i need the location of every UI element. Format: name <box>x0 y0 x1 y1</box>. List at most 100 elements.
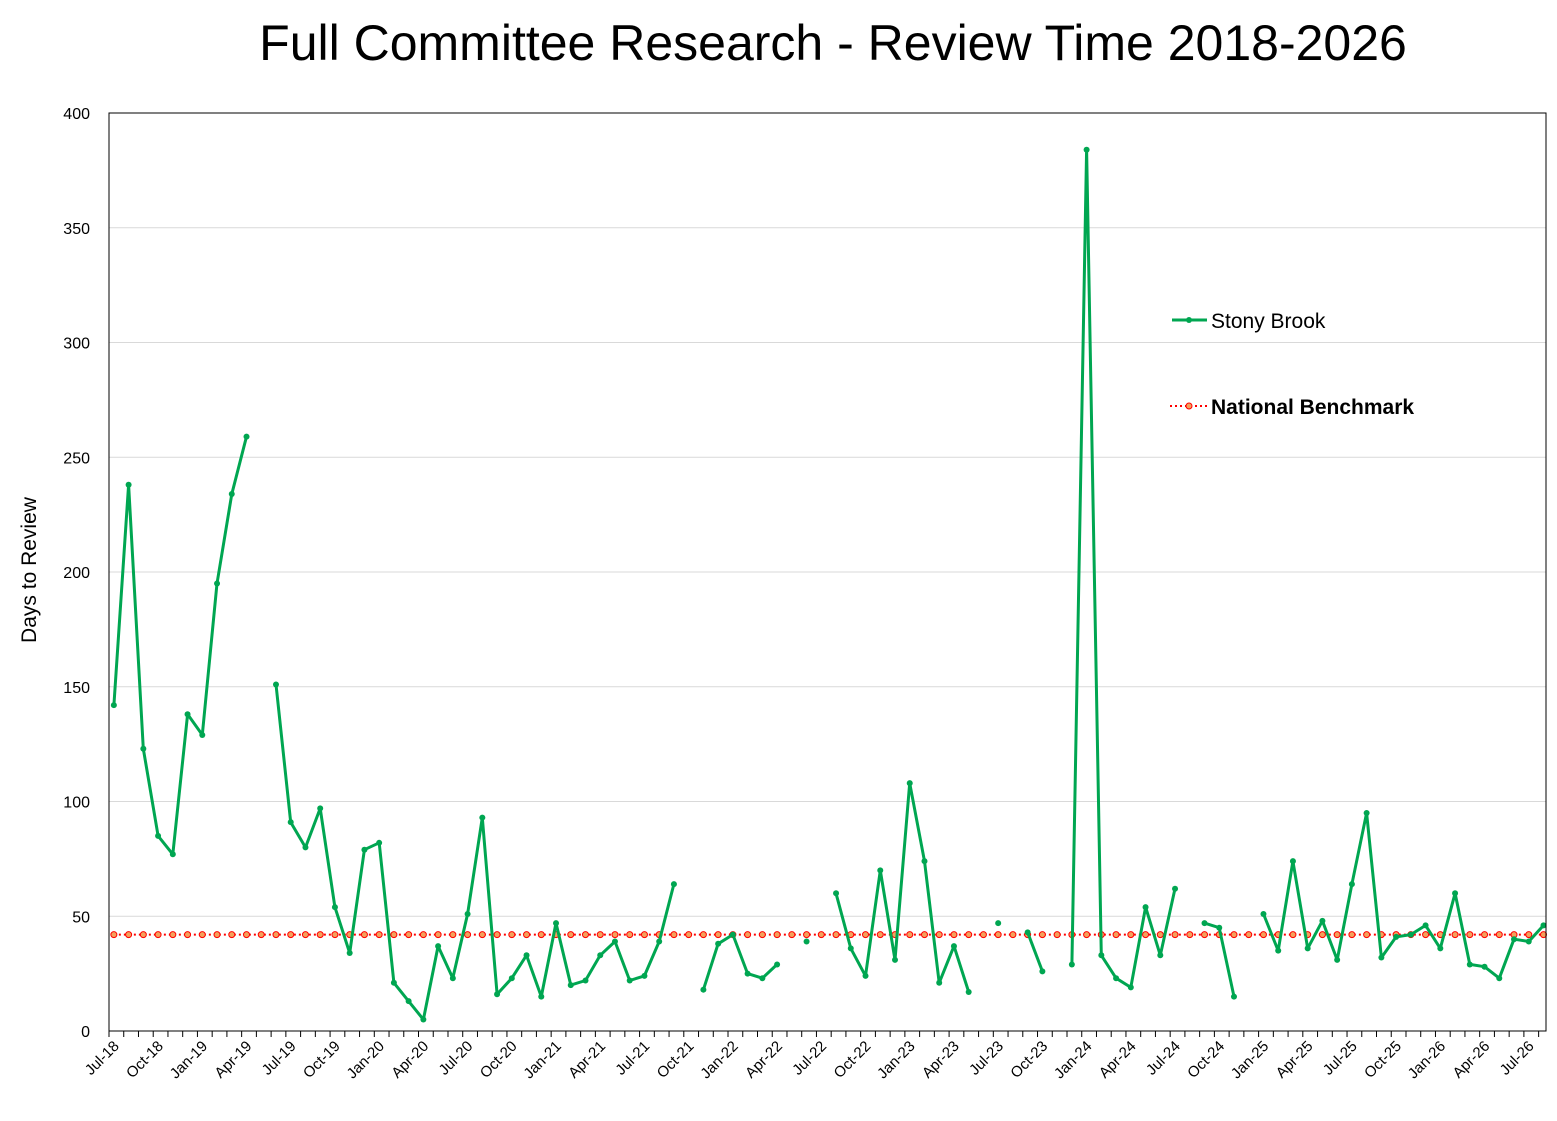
stony-brook-point <box>656 938 663 945</box>
stony-brook-point <box>435 943 442 950</box>
stony-brook-line-segment <box>112 436 248 856</box>
benchmark-point <box>714 931 722 939</box>
benchmark-series <box>110 931 1547 939</box>
benchmark-point <box>1127 931 1135 939</box>
benchmark-point <box>125 931 133 939</box>
stony-brook-point <box>582 977 589 984</box>
benchmark-point <box>464 931 472 939</box>
x-tick-label: Apr-25 <box>1273 1038 1317 1082</box>
stony-brook-point <box>1098 952 1105 959</box>
benchmark-point <box>920 931 928 939</box>
stony-brook-point <box>670 881 677 888</box>
benchmark-point <box>449 931 457 939</box>
stony-brook-point <box>169 851 176 858</box>
stony-brook-point <box>847 945 854 952</box>
benchmark-point <box>537 931 545 939</box>
x-tick-label: Oct-18 <box>123 1038 167 1082</box>
stony-brook-point <box>523 952 530 959</box>
gridlines <box>109 112 1546 917</box>
benchmark-point <box>493 931 501 939</box>
benchmark-point <box>699 931 707 939</box>
benchmark-point <box>906 931 914 939</box>
stony-brook-point <box>567 982 574 989</box>
stony-brook-point <box>995 920 1002 927</box>
x-tick-label: Apr-24 <box>1096 1038 1140 1082</box>
benchmark-point <box>301 931 309 939</box>
stony-brook-point <box>1275 947 1282 954</box>
benchmark-point <box>1481 931 1489 939</box>
legend-stony-brook-marker <box>1186 317 1192 323</box>
benchmark-point <box>184 931 192 939</box>
stony-brook-point <box>1024 929 1031 936</box>
benchmark-point <box>567 931 575 939</box>
benchmark-point <box>375 931 383 939</box>
x-tick-label: Oct-19 <box>300 1038 344 1082</box>
benchmark-point <box>1525 931 1533 939</box>
legend-stony-brook-label: Stony Brook <box>1211 310 1326 333</box>
stony-brook-point <box>125 481 132 488</box>
stony-brook-line-segment <box>274 684 676 1021</box>
x-tick-label: Oct-22 <box>831 1038 875 1082</box>
stony-brook-point <box>1216 924 1223 931</box>
benchmark-point <box>1186 931 1194 939</box>
benchmark-point <box>788 931 796 939</box>
stony-brook-point <box>553 920 560 927</box>
stony-brook-point <box>1201 920 1208 927</box>
stony-brook-point <box>302 844 309 851</box>
x-axis-ticks: Jul-18 Oct-18 Jan-19 Apr-19 Jul-19 Oct-19 Jan-… <box>82 1031 1540 1082</box>
x-tick-label: Apr-26 <box>1450 1038 1494 1082</box>
benchmark-point <box>1083 931 1091 939</box>
benchmark-point <box>670 931 678 939</box>
benchmark-point <box>1333 931 1341 939</box>
stony-brook-point <box>1172 885 1179 892</box>
stony-brook-point <box>1348 881 1355 888</box>
stony-brook-point <box>1319 917 1326 924</box>
stony-brook-point <box>1363 809 1370 816</box>
benchmark-point <box>272 931 280 939</box>
benchmark-point <box>965 931 973 939</box>
benchmark-point <box>523 931 531 939</box>
benchmark-point <box>1230 931 1238 939</box>
stony-brook-point <box>1511 936 1518 943</box>
benchmark-point <box>405 931 413 939</box>
benchmark-point <box>773 931 781 939</box>
benchmark-point <box>169 931 177 939</box>
stony-brook-point <box>641 972 648 979</box>
benchmark-point <box>994 931 1002 939</box>
x-tick-label: Apr-20 <box>388 1038 432 1082</box>
stony-brook-point <box>1481 963 1488 970</box>
stony-brook-point <box>700 986 707 993</box>
x-tick-label: Jul-26 <box>1497 1038 1538 1079</box>
x-tick-label: Jul-25 <box>1320 1038 1361 1079</box>
y-axis-ticks: 0 50 100 150 200 250 300 350 400 <box>63 106 90 1041</box>
x-tick-label: Jan-23 <box>874 1038 918 1082</box>
benchmark-point <box>360 931 368 939</box>
benchmark-point <box>139 931 147 939</box>
benchmark-point <box>803 931 811 939</box>
x-tick-label: Oct-24 <box>1184 1038 1228 1082</box>
benchmark-point <box>581 931 589 939</box>
benchmark-point <box>198 931 206 939</box>
stony-brook-point <box>464 910 471 917</box>
stony-brook-point <box>390 979 397 986</box>
stony-brook-point <box>1230 993 1237 1000</box>
stony-brook-point <box>774 961 781 968</box>
y-axis-label: Days to Review <box>18 496 41 643</box>
benchmark-point <box>331 931 339 939</box>
stony-brook-point <box>1083 146 1090 153</box>
stony-brook-point <box>611 938 618 945</box>
stony-brook-point <box>110 702 117 709</box>
x-tick-label: Jul-18 <box>82 1038 123 1079</box>
benchmark-point <box>316 931 324 939</box>
benchmark-point <box>154 931 162 939</box>
plot-area-border <box>108 112 1547 1032</box>
stony-brook-point <box>1039 968 1046 975</box>
benchmark-point <box>287 931 295 939</box>
benchmark-point <box>1289 931 1297 939</box>
x-tick-label: Jul-21 <box>612 1038 653 1079</box>
benchmark-point <box>434 931 442 939</box>
stony-brook-point <box>597 952 604 959</box>
stony-brook-point <box>759 975 766 982</box>
benchmark-point <box>862 931 870 939</box>
stony-brook-point <box>1334 956 1341 963</box>
